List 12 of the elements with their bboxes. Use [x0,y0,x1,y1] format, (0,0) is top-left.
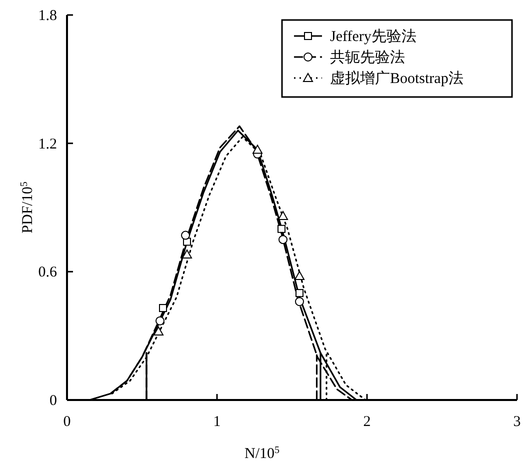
legend-label: 虚拟增广Bootstrap法 [330,70,464,87]
x-tick-label: 1 [213,414,221,430]
legend-label: 共轭先验法 [330,49,405,66]
x-tick-label: 0 [63,414,71,430]
y-tick-label: 1.2 [38,136,57,152]
x-tick-label: 2 [363,414,371,430]
y-tick-label: 0.6 [38,264,58,281]
y-tick-label: 0 [50,393,57,409]
y-tick-label: 1.8 [38,8,57,24]
legend-label: Jeffery先验法 [330,28,416,45]
x-tick-label: 3 [513,414,521,430]
x-axis-title: N/10$^{5}$ [244,444,280,462]
